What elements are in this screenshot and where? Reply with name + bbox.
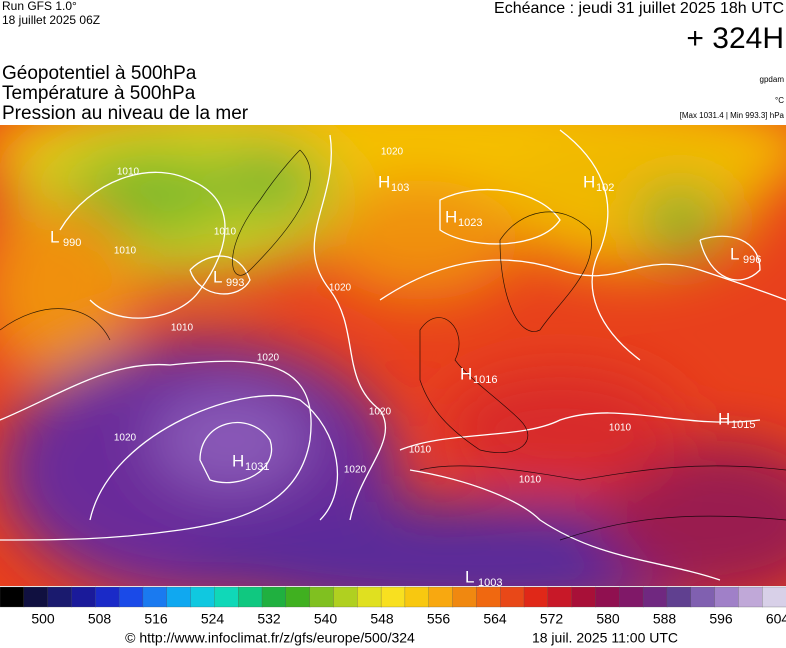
colorbar-swatch xyxy=(738,586,763,608)
unit: gpdam xyxy=(760,75,785,84)
colorbar-swatch xyxy=(71,586,96,608)
colorbar-tick-label: 540 xyxy=(314,611,338,627)
field: Température à 500hPa xyxy=(2,83,196,104)
colorbar-swatch xyxy=(190,586,216,608)
center-type: H xyxy=(583,172,595,191)
colorbar-swatch xyxy=(166,586,192,608)
colorbar-swatch xyxy=(571,586,597,608)
field: Géopotentiel à 500hPa xyxy=(2,63,197,84)
unit: °C xyxy=(775,96,784,105)
isobar-label: 1010 xyxy=(171,323,194,334)
center-type: H xyxy=(445,207,457,226)
colorbar-swatch xyxy=(380,586,406,608)
colorbar-swatch xyxy=(714,586,740,608)
run-date: 18 juillet 2025 06Z xyxy=(2,13,100,27)
colorbar-tick-label: 524 xyxy=(201,611,225,627)
center-type: H xyxy=(460,364,472,383)
issue-date: 18 juil. 2025 11:00 UTC xyxy=(532,630,678,646)
colorbar-swatch xyxy=(261,586,287,608)
colorbar-tick-label: 588 xyxy=(653,611,677,627)
center-type: L xyxy=(730,244,739,263)
colorbar-swatch xyxy=(547,586,573,608)
isobar-label: 1010 xyxy=(519,475,542,486)
colorbar-swatch xyxy=(500,586,525,608)
isobar-label: 1010 xyxy=(214,227,237,238)
isobar-label: 1010 xyxy=(609,423,632,434)
colorbar-swatch xyxy=(142,586,168,608)
center-pressure: 1023 xyxy=(458,217,482,229)
valid-time: Echéance : jeudi 31 juillet 2025 18h UTC xyxy=(494,0,784,17)
colorbar-swatch xyxy=(47,586,73,608)
center-pressure: 990 xyxy=(63,237,81,249)
center-pressure: 1015 xyxy=(731,419,755,431)
center-pressure: 1016 xyxy=(473,374,497,386)
center-type: L xyxy=(213,267,222,286)
colorbar-swatch xyxy=(357,586,382,608)
colorbar-swatch xyxy=(690,586,716,608)
colorbar-swatch xyxy=(666,586,692,608)
colorbar-tick-label: 508 xyxy=(88,611,112,627)
colorbar-tick-label: 604 xyxy=(766,611,786,627)
colorbar-tick-label: 500 xyxy=(31,611,55,627)
colorbar-swatch xyxy=(404,586,430,608)
isobar-label: 1020 xyxy=(344,465,367,476)
center-pressure: 993 xyxy=(226,277,244,289)
colorbar-swatch xyxy=(523,586,549,608)
colorbar-swatch xyxy=(95,586,120,608)
center-type: H xyxy=(718,409,730,428)
colorbar-swatch xyxy=(214,586,239,608)
colorbar-tick-label: 556 xyxy=(427,611,451,627)
center-pressure: 996 xyxy=(743,254,761,266)
isobar-label: 1010 xyxy=(117,167,140,178)
isobar-label: 1020 xyxy=(114,433,137,444)
center-pressure: 102 xyxy=(596,182,614,194)
isobar-label: 1010 xyxy=(409,445,432,456)
colorbar-swatch xyxy=(23,586,49,608)
colorbar-swatch xyxy=(595,586,620,608)
lead-time: + 324H xyxy=(686,22,784,55)
colorbar-swatch xyxy=(285,586,311,608)
run: Run GFS 1.0° xyxy=(2,0,77,13)
source: © http://www.infoclimat.fr/z/gfs/europe/… xyxy=(125,630,415,646)
isobar-label: 1020 xyxy=(257,353,280,364)
colorbar-swatch xyxy=(762,586,786,608)
field: Pression au niveau de la mer xyxy=(2,103,249,124)
center-type: H xyxy=(232,451,244,470)
colorbar-swatch xyxy=(428,586,454,608)
colorbar-swatch xyxy=(642,586,668,608)
colorbar-tick-label: 516 xyxy=(144,611,168,627)
unit: [Max 1031.4 | Min 993.3] hPa xyxy=(680,111,785,120)
colorbar-tick-label: 532 xyxy=(257,611,281,627)
center-type: L xyxy=(50,227,59,246)
center-pressure: 1003 xyxy=(478,577,502,589)
colorbar-swatch xyxy=(619,586,644,608)
center-pressure: 1031 xyxy=(245,461,269,473)
colorbar-swatch xyxy=(476,586,501,608)
colorbar-tick-label: 572 xyxy=(540,611,564,627)
colorbar-swatch xyxy=(333,586,358,608)
colorbar-tick-label: 580 xyxy=(596,611,620,627)
colorbar-swatch xyxy=(0,586,25,608)
colorbar-tick-label: 596 xyxy=(709,611,733,627)
isobar-label: 1010 xyxy=(114,246,137,257)
colorbar-tick-label: 548 xyxy=(370,611,394,627)
isobar-label: 1020 xyxy=(381,147,404,158)
center-pressure: 103 xyxy=(391,182,409,194)
colorbar-swatch xyxy=(118,586,144,608)
colorbar-swatch xyxy=(452,586,478,608)
colorbar-tick-label: 564 xyxy=(483,611,507,627)
colorbar-swatch xyxy=(309,586,335,608)
isobar-label: 1020 xyxy=(329,283,352,294)
colorbar-swatch xyxy=(238,586,263,608)
center-type: L xyxy=(465,567,474,586)
isobar-label: 1020 xyxy=(369,407,392,418)
center-type: H xyxy=(378,172,390,191)
